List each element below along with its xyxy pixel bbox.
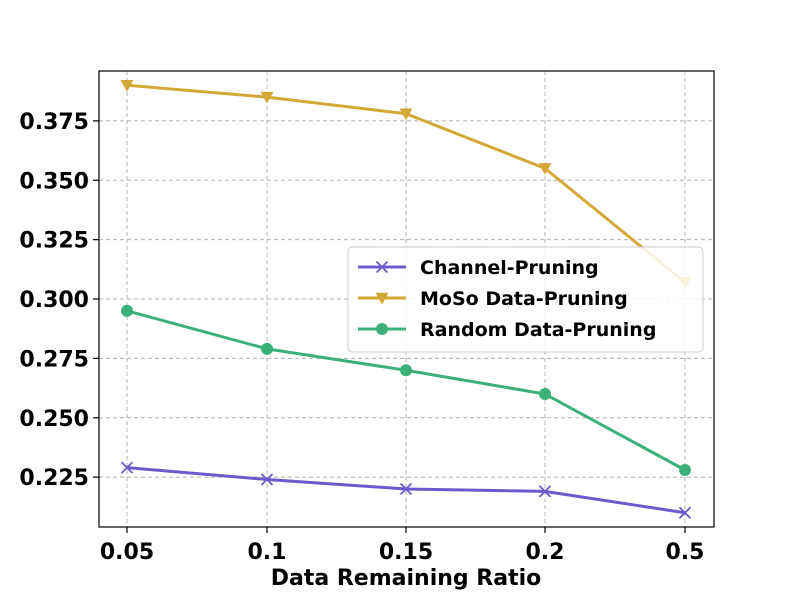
data-point-channel-pruning <box>538 485 552 498</box>
y-tick-label: 0.350 <box>19 169 89 194</box>
series <box>120 80 692 519</box>
y-tick-label: 0.325 <box>19 229 89 254</box>
legend-box <box>347 246 704 353</box>
legend: Channel-Pruning MoSo Data-Pruning Random D… <box>347 246 704 353</box>
legend-marker-moso-data-pruning <box>375 292 389 305</box>
data-point-moso-data-pruning <box>260 91 274 104</box>
x-tick-label: 0.15 <box>379 540 433 565</box>
axes: 0.05 0.1 0.15 0.2 0.5 0.225 0.250 0.275 0.300 0.3… <box>19 70 715 565</box>
x-tick-label: 0.05 <box>100 540 154 565</box>
marker-stroke <box>375 260 389 274</box>
x-tick-label: 0.2 <box>526 540 565 565</box>
legend-marker-channel-pruning <box>375 260 389 274</box>
data-point-channel-pruning <box>120 461 134 474</box>
y-tick-label: 0.300 <box>19 288 89 313</box>
data-point-channel-pruning <box>399 482 413 496</box>
y-tick-label: 0.375 <box>19 110 89 135</box>
data-point-random-data-pruning <box>261 342 273 355</box>
y-tick-label: 0.275 <box>19 347 89 372</box>
data-point-moso-data-pruning <box>120 80 134 92</box>
legend-marker-random-data-pruning <box>376 323 388 335</box>
data-point-random-data-pruning <box>539 388 551 400</box>
data-point-moso-data-pruning <box>538 163 552 175</box>
plot-frame <box>98 70 715 528</box>
marker-stroke <box>120 461 134 474</box>
data-point-random-data-pruning <box>121 304 133 317</box>
y-tick-label: 0.250 <box>19 407 89 432</box>
data-point-moso-data-pruning <box>399 108 413 121</box>
marker-stroke <box>538 485 552 498</box>
legend-label-moso-data-pruning: MoSo Data-Pruning <box>420 288 628 310</box>
marker-stroke <box>260 473 274 486</box>
marker-stroke <box>678 506 692 519</box>
data-point-channel-pruning <box>678 506 692 519</box>
legend-label-channel-pruning: Channel-Pruning <box>420 257 599 279</box>
data-point-random-data-pruning <box>400 364 412 377</box>
x-axis-label: Data Remaining Ratio <box>271 566 542 591</box>
marker-stroke <box>399 482 413 496</box>
y-tick-label: 0.225 <box>19 466 89 491</box>
data-point-channel-pruning <box>260 473 274 486</box>
legend-label-random-data-pruning: Random Data-Pruning <box>420 319 656 341</box>
data-point-random-data-pruning <box>679 464 691 476</box>
x-tick-label: 0.1 <box>248 540 287 565</box>
x-tick-label: 0.5 <box>666 540 705 565</box>
